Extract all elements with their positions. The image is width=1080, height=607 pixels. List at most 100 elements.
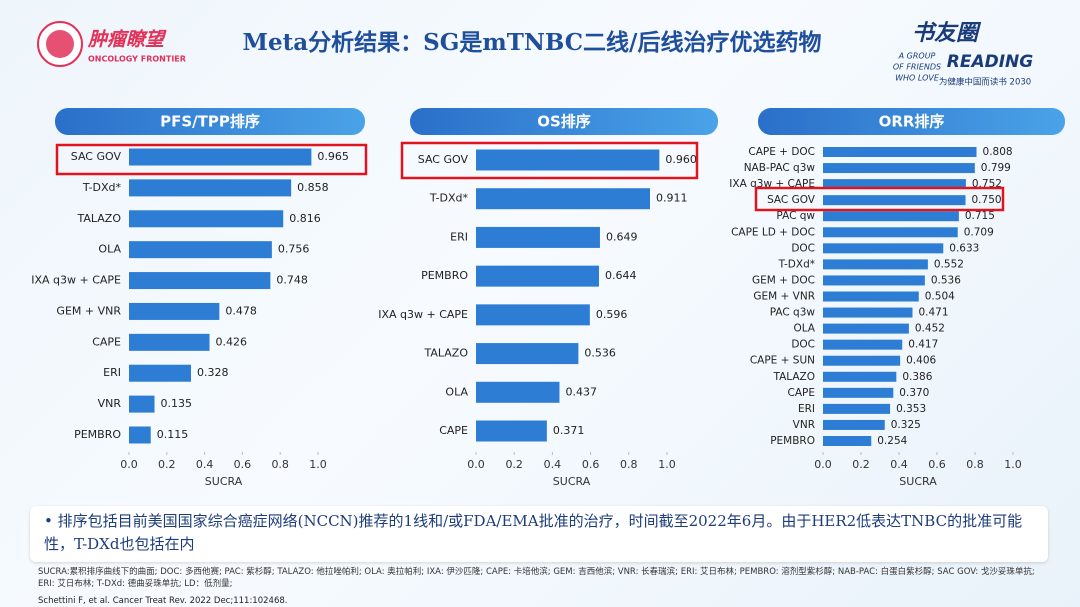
category-label: PAC q3w xyxy=(770,307,816,319)
category-label: T-DXd* xyxy=(429,192,469,205)
category-label: GEM + DOC xyxy=(752,274,815,286)
x-tick-label: 0.6 xyxy=(234,458,252,471)
bar xyxy=(823,323,909,334)
category-label: NAB-PAC q3w xyxy=(744,162,816,174)
category-label: ERI xyxy=(103,366,121,379)
category-label: TALAZO xyxy=(772,371,815,383)
category-label: IXA q3w + CAPE xyxy=(31,274,121,287)
bar xyxy=(823,275,925,286)
bar xyxy=(823,387,894,398)
bar xyxy=(476,188,651,210)
logo-right-line: A GROUP xyxy=(898,52,936,61)
highlight-box xyxy=(55,143,368,176)
category-label: TALAZO xyxy=(77,212,122,225)
value-label: 0.370 xyxy=(899,387,929,399)
value-label: 0.596 xyxy=(596,308,628,321)
value-label: 0.471 xyxy=(918,307,948,319)
category-label: CAPE xyxy=(439,424,468,437)
bar xyxy=(823,211,959,222)
bar xyxy=(476,265,600,287)
bar xyxy=(476,226,600,248)
bar xyxy=(476,149,660,171)
category-label: PAC qw xyxy=(776,210,815,222)
logo-right-sub: READING xyxy=(947,52,1034,72)
category-label: CAPE LD + DOC xyxy=(731,226,815,238)
x-axis-label: SUCRA xyxy=(553,475,591,488)
category-label: ERI xyxy=(450,230,468,243)
bar xyxy=(129,210,284,228)
chart-title: ORR排序 xyxy=(879,113,945,131)
bar xyxy=(823,403,891,414)
category-label: CAPE xyxy=(92,335,121,348)
value-label: 0.504 xyxy=(925,291,955,303)
logo-left: 肿瘤瞭望 xyxy=(87,29,167,51)
bar xyxy=(129,179,292,197)
bar xyxy=(823,163,975,174)
value-label: 0.371 xyxy=(553,424,585,437)
value-label: 0.965 xyxy=(317,150,349,163)
x-tick-label: 0.0 xyxy=(120,458,138,471)
logo-left-sub: ONCOLOGY FRONTIER xyxy=(88,55,186,64)
category-label: VNR xyxy=(793,419,815,431)
x-tick-label: 0.0 xyxy=(814,458,832,471)
bar xyxy=(823,195,966,206)
value-label: 0.325 xyxy=(891,419,921,431)
category-label: CAPE xyxy=(788,387,815,399)
value-label: 0.858 xyxy=(297,181,329,194)
bar xyxy=(823,147,977,157)
x-tick-label: 0.2 xyxy=(505,458,523,471)
bar xyxy=(823,436,872,446)
highlight-box xyxy=(754,186,1005,212)
bar xyxy=(823,307,913,318)
value-label: 0.353 xyxy=(896,403,926,415)
logo-right-line: OF FRIENDS xyxy=(893,63,941,72)
bar xyxy=(476,304,590,326)
value-label: 0.748 xyxy=(276,274,308,287)
category-label: PEMBRO xyxy=(74,428,121,441)
bar xyxy=(129,426,151,444)
category-label: CAPE + SUN xyxy=(750,355,815,367)
x-tick-label: 1.0 xyxy=(658,458,676,471)
panel-header xyxy=(410,108,718,135)
category-label: OLA xyxy=(445,385,468,398)
value-label: 0.552 xyxy=(934,258,964,270)
value-label: 0.437 xyxy=(565,385,597,398)
logo-right-tag: 为健康中国而读书 2030 xyxy=(939,77,1031,88)
bar xyxy=(129,241,272,259)
value-label: 0.417 xyxy=(908,339,938,351)
panel-header xyxy=(55,108,365,135)
value-label: 0.115 xyxy=(157,428,189,441)
category-label: SAC GOV xyxy=(71,150,122,163)
reference: Schettini F, et al. Cancer Treat Rev. 20… xyxy=(38,596,288,606)
bar xyxy=(823,355,901,366)
bar xyxy=(476,381,560,403)
value-label: 0.816 xyxy=(289,212,321,225)
category-label: SAC GOV xyxy=(767,194,816,206)
category-label: GEM + VNR xyxy=(753,291,815,303)
x-tick-label: 0.0 xyxy=(467,458,485,471)
category-label: SAC GOV xyxy=(418,153,469,166)
x-tick-label: 0.4 xyxy=(196,458,214,471)
bullet: 排序包括目前美国国家综合癌症网络(NCCN)推荐的1线和/或FDA/EMA批准的… xyxy=(44,512,1023,553)
category-label: OLA xyxy=(793,323,815,335)
x-tick-label: 0.4 xyxy=(890,458,908,471)
bar xyxy=(129,148,312,166)
bar xyxy=(476,343,579,365)
bar xyxy=(823,419,885,430)
x-tick-label: 0.6 xyxy=(928,458,946,471)
value-label: 0.799 xyxy=(981,162,1011,174)
category-label: TALAZO xyxy=(424,347,469,360)
bar xyxy=(823,259,928,270)
x-tick-label: 0.8 xyxy=(271,458,289,471)
slide-title: Meta分析结果：SG是mTNBC二线/后线治疗优选药物 xyxy=(243,29,822,56)
value-label: 0.452 xyxy=(915,323,945,335)
x-tick-label: 0.8 xyxy=(620,458,638,471)
x-tick-label: 0.6 xyxy=(582,458,600,471)
value-label: 0.750 xyxy=(972,194,1002,206)
panel-header xyxy=(758,108,1065,135)
value-label: 0.328 xyxy=(197,366,229,379)
category-label: ERI xyxy=(798,403,815,415)
category-label: T-DXd* xyxy=(82,181,122,194)
value-label: 0.536 xyxy=(931,274,961,286)
